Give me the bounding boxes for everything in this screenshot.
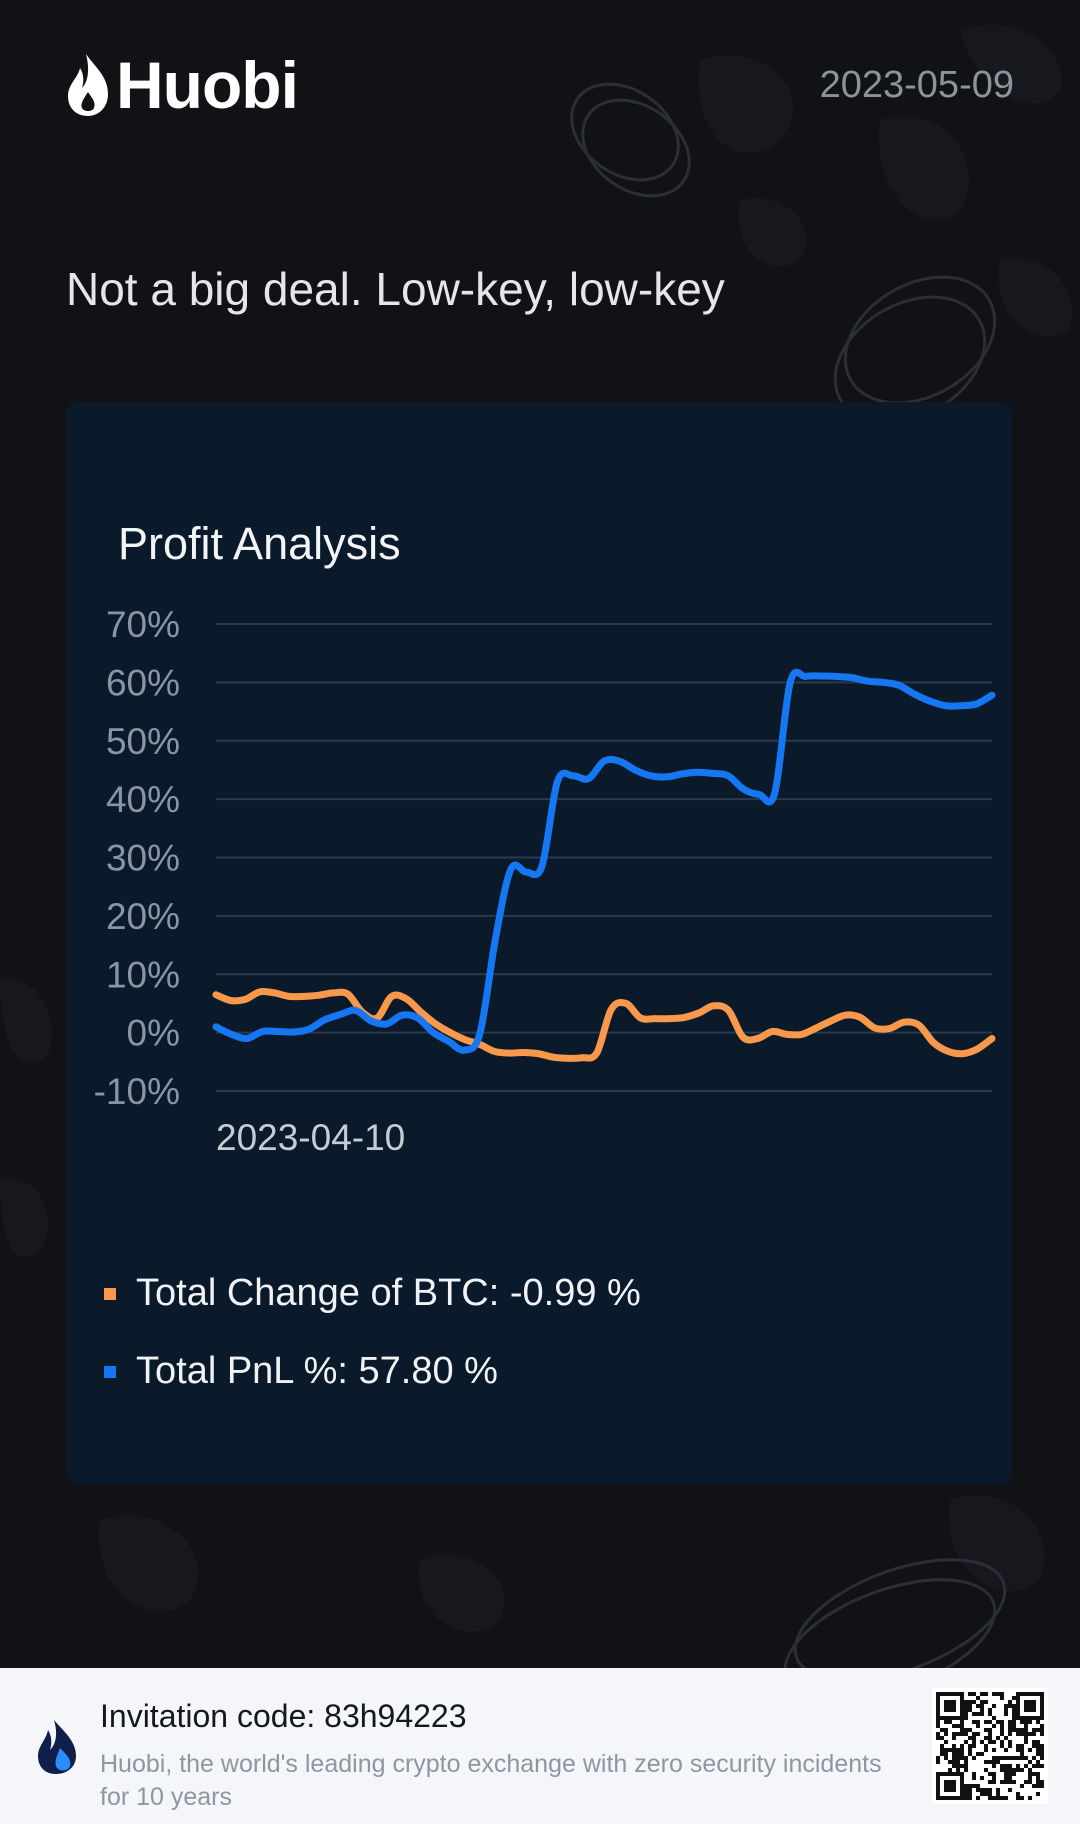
chart-gridlines xyxy=(216,623,992,1092)
card-title: Profit Analysis xyxy=(118,518,401,569)
series-line-pnl xyxy=(212,668,996,1054)
chart-y-axis: 70% 60% 50% 40% 30% 20% 10% 0% -10% xyxy=(94,604,180,1112)
header: Huobi 2023-05-09 xyxy=(66,50,1014,130)
invitation-code: Invitation code: 83h94223 xyxy=(100,1698,467,1734)
legend-btc-label: Total Change of BTC: -0.99 % xyxy=(136,1272,641,1314)
profit-analysis-card: Profit Analysis 70% 60% 50% 40% 30% 20% 10% 0% -… xyxy=(66,402,1012,1484)
qr-code-image xyxy=(936,1692,1044,1800)
profit-chart: 70% 60% 50% 40% 30% 20% 10% 0% -10% 2023-04-10 xyxy=(94,604,996,1158)
legend-pnl-swatch xyxy=(104,1365,116,1378)
footer: Invitation code: 83h94223 Huobi, the wor… xyxy=(0,1668,1080,1824)
y-tick-label: 50% xyxy=(106,721,180,762)
y-tick-label: 60% xyxy=(106,662,180,703)
share-date: 2023-05-09 xyxy=(819,64,1014,106)
series-line-btc xyxy=(212,987,996,1062)
footer-tagline: Huobi, the world's leading crypto exchan… xyxy=(100,1750,882,1811)
brand-name: Huobi xyxy=(116,48,299,122)
y-tick-label: 20% xyxy=(106,896,180,937)
huobi-flame-icon xyxy=(68,54,108,116)
x-tick-label: 2023-04-10 xyxy=(216,1117,405,1158)
y-tick-label: 30% xyxy=(106,838,180,879)
huobi-flame-icon xyxy=(38,1720,76,1774)
y-tick-label: 70% xyxy=(106,604,180,645)
legend-pnl: Total PnL %: 57.80 % xyxy=(104,1350,498,1393)
legend-btc-swatch xyxy=(104,1287,116,1300)
background-decoration xyxy=(570,82,1007,1668)
legend-pnl-label: Total PnL %: 57.80 % xyxy=(136,1350,498,1392)
legend-btc: Total Change of BTC: -0.99 % xyxy=(104,1272,641,1315)
slogan-text: Not a big deal. Low-key, low-key xyxy=(66,263,725,315)
y-tick-label: 10% xyxy=(106,954,180,995)
huobi-logo: Huobi xyxy=(66,48,299,122)
qr-code xyxy=(932,1688,1048,1804)
y-tick-label: -10% xyxy=(94,1071,180,1112)
chart-x-axis: 2023-04-10 xyxy=(216,1117,405,1158)
y-tick-label: 40% xyxy=(106,779,180,820)
chart-series xyxy=(212,668,996,1062)
y-tick-label: 0% xyxy=(127,1013,180,1054)
